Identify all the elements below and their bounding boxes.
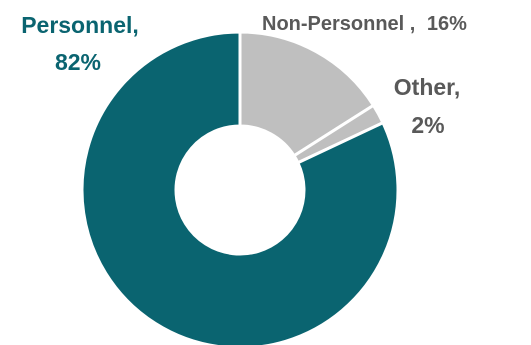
slice-label-personnel-value: 82% [55, 49, 101, 75]
slice-label-non-personnel-value: 16% [427, 13, 467, 35]
slice-personnel [80, 30, 400, 345]
slice-label-non-personnel: Non-Personnel , 16% [262, 13, 467, 35]
slice-label-personnel: Personnel, [21, 12, 139, 38]
slice-value-other: 2% [411, 112, 444, 138]
slice-label-other: Other, [394, 74, 460, 100]
slice-label-non-personnel-name: Non-Personnel , [262, 13, 415, 35]
slice-label-personnel-name: Personnel, [21, 12, 139, 38]
slice-value-personnel: 82% [55, 49, 101, 75]
slice-label-other-name: Other, [394, 74, 460, 100]
slices-group [80, 30, 400, 345]
slice-label-other-value: 2% [411, 112, 444, 138]
